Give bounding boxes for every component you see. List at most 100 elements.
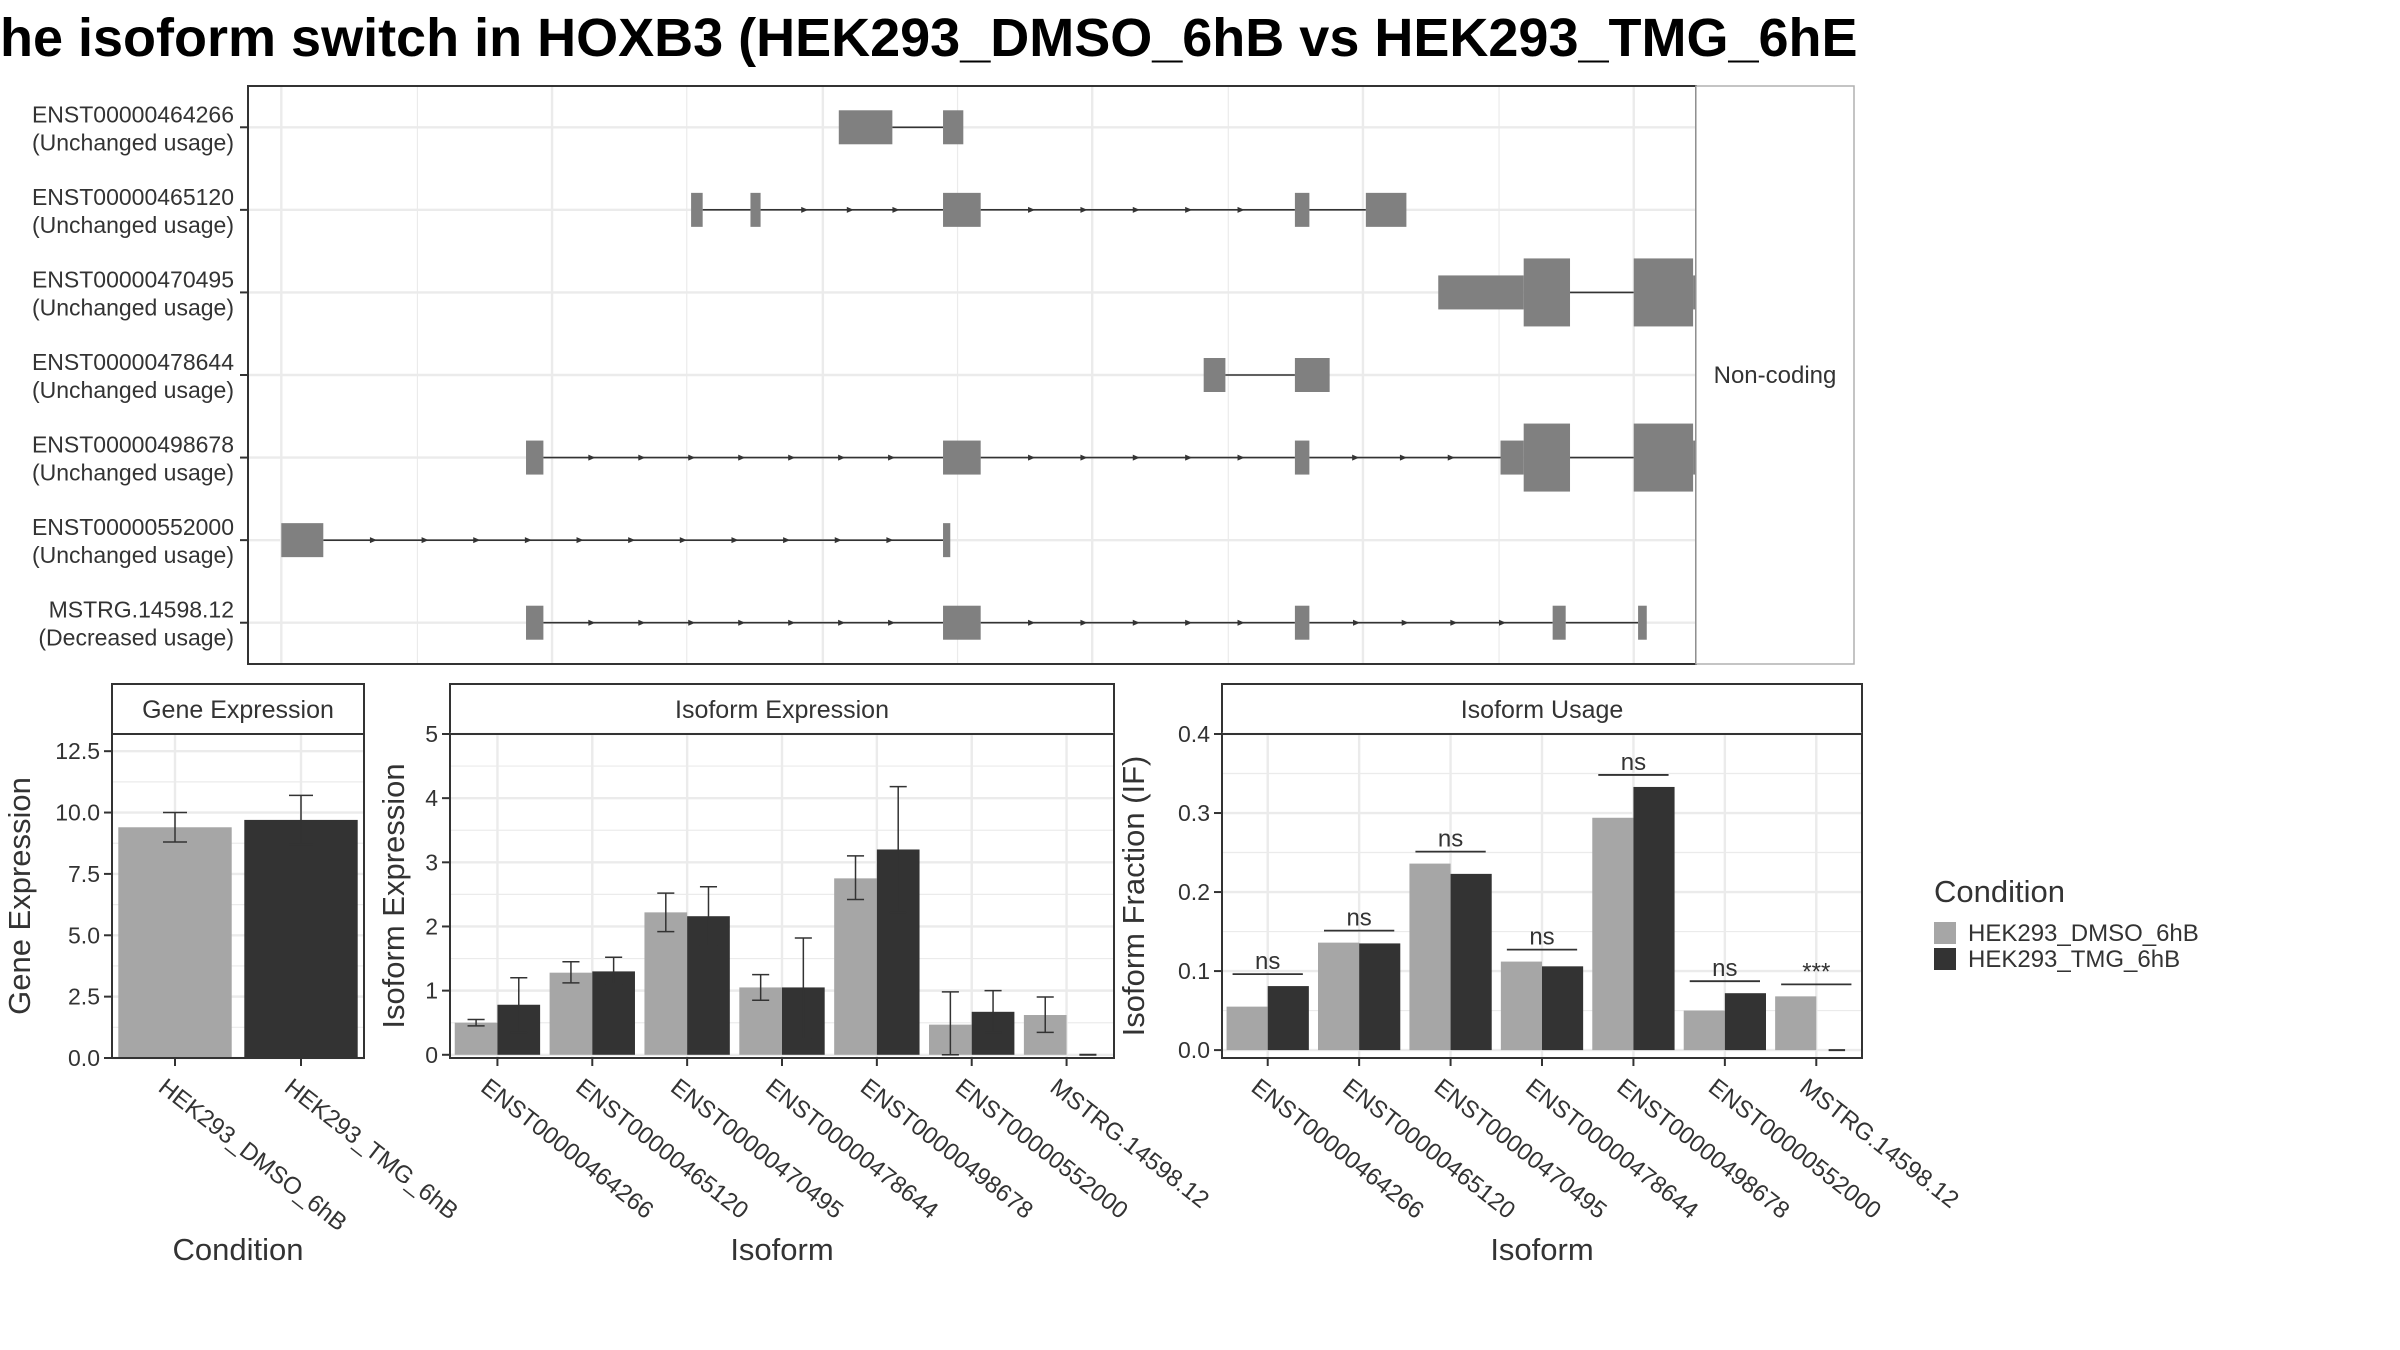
y-tick-label: 4: [425, 785, 438, 811]
intron-arrow: [888, 454, 896, 461]
isoform-usage-panel: Isoform Usage 0.0 0.1 0.2 0.3 0.4 ns ENST000004…: [1116, 683, 1964, 1267]
bar: [454, 1022, 498, 1055]
intron-arrow: [421, 537, 429, 544]
y-tick-label: 2: [425, 913, 438, 939]
intron-arrow: [1447, 454, 1455, 461]
intron-arrow: [1028, 206, 1036, 213]
intron-arrow: [638, 619, 646, 626]
legend-key: [1934, 922, 1956, 944]
intron-arrow: [738, 454, 746, 461]
intron-arrow: [638, 454, 646, 461]
intron-arrow: [1028, 454, 1036, 461]
panel-strip-label: Isoform Usage: [1461, 696, 1624, 724]
exon-block: [526, 440, 544, 475]
intron-arrow: [788, 619, 796, 626]
intron-arrow: [588, 454, 596, 461]
isoform-expression-panel: Isoform Expression012345ENST00000464266E…: [376, 683, 1214, 1267]
x-axis-title: Condition: [173, 1232, 304, 1267]
bar: [1226, 1006, 1268, 1051]
y-tick-label: 2.5: [68, 984, 100, 1010]
intron-arrow: [1028, 619, 1036, 626]
intron-arrow: [846, 206, 854, 213]
y-tick-label: 3: [425, 849, 438, 875]
intron-arrow: [886, 537, 894, 544]
intron-arrow: [738, 619, 746, 626]
intron-arrow: [892, 206, 900, 213]
significance-label: ns: [1346, 905, 1371, 932]
transcript-id-label: ENST00000552000: [32, 514, 234, 540]
y-tick-label: 10.0: [55, 800, 100, 826]
significance-label: ns: [1529, 924, 1554, 951]
legend-title: Condition: [1934, 874, 2065, 909]
exon-block: [943, 523, 951, 558]
bar: [1683, 1010, 1725, 1051]
y-tick-label: 0.0: [1178, 1037, 1210, 1063]
exon-block: [691, 192, 703, 227]
y-tick-label: 12.5: [55, 738, 100, 764]
x-tick-label: ENST00000470495: [665, 1073, 848, 1224]
transcript-id-label: ENST00000478644: [32, 349, 234, 375]
significance-label: ns: [1712, 955, 1737, 982]
facet-strip: [1695, 85, 1855, 665]
panel-strip: [111, 683, 365, 735]
transcript-id-label: ENST00000464266: [32, 101, 234, 127]
bar: [1359, 943, 1401, 1051]
transcript-structure-panel: ENST00000464266(Unchanged usage)ENST0000…: [32, 85, 1855, 665]
y-tick-label: 0: [425, 1042, 438, 1068]
exon-block: [1523, 258, 1571, 327]
y-tick-label: 5.0: [68, 922, 100, 948]
exon-block: [838, 110, 893, 145]
legend-key: [1934, 948, 1956, 970]
panel-strip: [449, 683, 1115, 735]
transcript-usage-label: (Unchanged usage): [32, 377, 234, 403]
exon-block: [1638, 605, 1647, 640]
panel-strip-label: Isoform Expression: [675, 696, 889, 724]
exon-block: [1633, 258, 1694, 327]
intron-arrow: [576, 537, 584, 544]
intron-arrow: [1498, 619, 1506, 626]
bar: [1633, 786, 1675, 1051]
y-tick-label: 0.2: [1178, 879, 1210, 905]
intron-arrow: [1080, 619, 1088, 626]
intron-arrow: [1353, 619, 1361, 626]
intron-arrow: [1132, 619, 1140, 626]
intron-arrow: [473, 537, 481, 544]
bar: [1592, 817, 1634, 1051]
intron-arrow: [838, 619, 846, 626]
significance-label: ns: [1438, 826, 1463, 853]
intron-arrow: [679, 537, 687, 544]
exon-block: [1294, 192, 1310, 227]
intron-arrow: [524, 537, 532, 544]
intron-arrow: [688, 619, 696, 626]
bar: [1409, 863, 1451, 1051]
intron-arrow: [1401, 619, 1409, 626]
y-tick-label: 0.3: [1178, 800, 1210, 826]
transcript-usage-label: (Unchanged usage): [32, 542, 234, 568]
significance-label: ***: [1802, 958, 1830, 985]
transcript-id-label: ENST00000470495: [32, 266, 234, 292]
exon-block: [1294, 440, 1310, 475]
legend-item-label: HEK293_DMSO_6hB: [1968, 920, 2199, 947]
panel-border: [449, 733, 1115, 1059]
transcript-id-label: ENST00000465120: [32, 184, 234, 210]
x-tick-label: ENST00000478644: [760, 1073, 943, 1224]
intron-arrow: [1237, 619, 1245, 626]
y-tick-label: 0.1: [1178, 958, 1210, 984]
intron-arrow: [1132, 454, 1140, 461]
exon-block: [943, 192, 981, 227]
transcript-usage-label: (Unchanged usage): [32, 129, 234, 155]
intron-arrow: [369, 537, 377, 544]
bar: [1267, 986, 1309, 1051]
x-tick-label: ENST00000464266: [1246, 1073, 1429, 1224]
exon-block: [1365, 192, 1407, 227]
exon-block: [281, 523, 324, 558]
exon-block: [1203, 358, 1226, 392]
intron-arrow: [1185, 619, 1193, 626]
intron-arrow: [1237, 206, 1245, 213]
y-axis-title: Isoform Fraction (IF): [1116, 756, 1151, 1037]
x-tick-label: ENST00000470495: [1429, 1073, 1612, 1224]
panel-border: [1221, 733, 1863, 1059]
transcript-usage-label: (Unchanged usage): [32, 294, 234, 320]
